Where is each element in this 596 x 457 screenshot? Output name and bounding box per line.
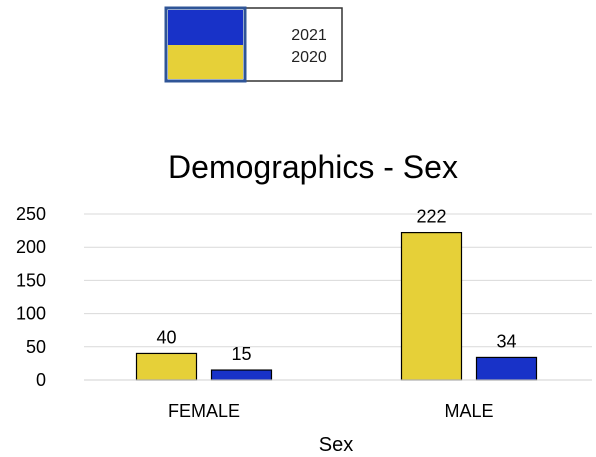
legend-label-2021: 2021 <box>291 27 327 44</box>
y-tick-label: 200 <box>16 237 46 257</box>
y-tick-label: 150 <box>16 270 46 290</box>
x-tick-label-male: MALE <box>444 401 493 421</box>
y-tick-label: 250 <box>16 204 46 224</box>
chart-title: Demographics - Sex <box>168 149 458 185</box>
y-tick-label: 0 <box>36 370 46 390</box>
data-label-male-2020: 222 <box>416 207 446 227</box>
legend-swatch-frame <box>164 6 247 83</box>
bar-male-2020 <box>400 231 463 381</box>
bar-female-2021 <box>210 369 273 381</box>
x-tick-label-female: FEMALE <box>168 401 240 421</box>
data-label-male-2021: 34 <box>496 331 516 351</box>
bars <box>135 231 538 381</box>
x-axis-title: Sex <box>319 434 353 456</box>
legend-label-2020: 2020 <box>291 49 327 66</box>
legend-swatch-2021 <box>168 10 243 45</box>
y-axis-ticks: 0 50 100 150 200 250 <box>16 204 46 390</box>
data-labels: 40 15 222 34 <box>156 207 516 364</box>
y-tick-label: 100 <box>16 304 46 324</box>
legend-swatch-2020 <box>168 45 243 79</box>
y-tick-label: 50 <box>26 337 46 357</box>
data-label-female-2020: 40 <box>156 327 176 347</box>
gridlines <box>84 213 592 348</box>
bar-male-2021 <box>475 356 538 381</box>
bar-female-2020 <box>135 352 198 381</box>
data-label-female-2021: 15 <box>231 344 251 364</box>
legend: 2021 2020 <box>164 6 343 83</box>
